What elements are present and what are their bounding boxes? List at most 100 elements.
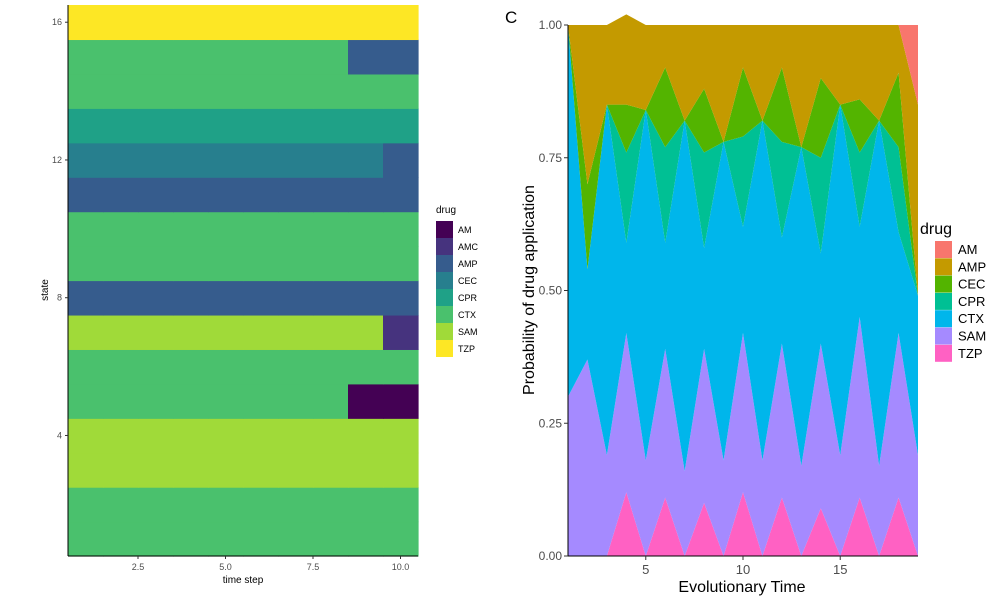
heatmap-cell-s15-t7 [278,39,314,75]
area-series-tzp [568,492,918,556]
heatmap-cell-s2-t5 [208,487,244,523]
heatmap-cell-s16-t8 [313,5,349,41]
heatmap-cell-s16-t9 [348,5,384,41]
heatmap-cell-s3-t10 [383,452,419,488]
heatmap-x-tick-label: 10.0 [392,562,410,572]
heatmap-cell-s10-t1 [68,211,104,247]
area-legend-key-sam [935,327,952,345]
area-y-tick-label: 0.25 [539,416,563,430]
heatmap-cell-s12-t6 [243,142,279,178]
heatmap-cell-s10-t3 [138,211,174,247]
heatmap-legend-key-am [436,221,453,238]
heatmap-cell-s16-t10 [383,5,419,41]
area-x-tick-label: 10 [736,562,750,577]
heatmap-cell-s7-t7 [278,314,314,350]
panel-label: C [505,8,517,27]
heatmap-cell-s10-t9 [348,211,384,247]
heatmap-cell-s15-t10 [383,39,419,75]
heatmap-y-axis-title: state [40,279,51,301]
heatmap-cell-s5-t5 [208,383,244,419]
heatmap-cell-s4-t6 [243,418,279,454]
heatmap-cell-s13-t8 [313,108,349,144]
heatmap-cell-s16-t2 [103,5,139,41]
heatmap-cell-s8-t9 [348,280,384,316]
heatmap-cell-s5-t4 [173,383,209,419]
heatmap-cell-s6-t7 [278,349,314,385]
heatmap-cell-s11-t5 [208,177,244,213]
heatmap-cell-s4-t2 [103,418,139,454]
heatmap-x-tick-label: 7.5 [307,562,320,572]
heatmap-legend: drug AM AMC AMP CEC CPR CTX SAM TZP [436,205,479,357]
heatmap-cell-s8-t5 [208,280,244,316]
heatmap-cell-s14-t7 [278,73,314,109]
heatmap-cell-s8-t3 [138,280,174,316]
area-series-cec [568,25,918,296]
heatmap-cell-s15-t2 [103,39,139,75]
heatmap-cell-s6-t2 [103,349,139,385]
heatmap-cell-s16-t7 [278,5,314,41]
heatmap-cell-s1-t2 [103,521,139,557]
heatmap-cell-s8-t7 [278,280,314,316]
heatmap-cell-s11-t3 [138,177,174,213]
heatmap-cell-s5-t9 [348,383,384,419]
heatmap-cell-s2-t2 [103,487,139,523]
heatmap-legend-label-cpr: CPR [458,293,478,303]
area-series-cpr [568,25,918,296]
heatmap-legend-key-sam [436,323,453,340]
heatmap-cell-s15-t5 [208,39,244,75]
heatmap-cell-s9-t7 [278,246,314,282]
heatmap-cell-s4-t10 [383,418,419,454]
heatmap-cell-s10-t10 [383,211,419,247]
heatmap-cell-s9-t8 [313,246,349,282]
heatmap-cell-s15-t6 [243,39,279,75]
heatmap-cell-s2-t10 [383,487,419,523]
heatmap-cell-s2-t4 [173,487,209,523]
area-legend-label-tzp: TZP [958,346,983,361]
area-legend-label-sam: SAM [958,329,986,344]
area-panel: C 5 10 15 0.00 0.25 0.50 0.75 1.00 Evolutionary… [505,8,986,596]
heatmap-cell-s9-t3 [138,246,174,282]
heatmap-cell-s9-t4 [173,246,209,282]
heatmap-cell-s2-t9 [348,487,384,523]
heatmap-cell-s3-t3 [138,452,174,488]
heatmap-cell-s6-t8 [313,349,349,385]
heatmap-cell-s16-t5 [208,5,244,41]
heatmap-cell-s1-t8 [313,521,349,557]
heatmap-cell-s16-t3 [138,5,174,41]
heatmap-cell-s11-t10 [383,177,419,213]
area-legend-key-cec [935,275,952,293]
heatmap-cell-s3-t5 [208,452,244,488]
heatmap-x-tick-label: 5.0 [219,562,232,572]
heatmap-cell-s11-t6 [243,177,279,213]
heatmap-cell-s6-t9 [348,349,384,385]
heatmap-cell-s2-t8 [313,487,349,523]
heatmap-cell-s8-t4 [173,280,209,316]
heatmap-cell-s13-t10 [383,108,419,144]
heatmap-cell-s1-t1 [68,521,104,557]
heatmap-legend-label-cec: CEC [458,276,478,286]
heatmap-cell-s10-t5 [208,211,244,247]
heatmap-cell-s3-t1 [68,452,104,488]
heatmap-legend-key-amc [436,238,453,255]
heatmap-cell-s11-t7 [278,177,314,213]
heatmap-cell-s14-t3 [138,73,174,109]
heatmap-cell-s13-t5 [208,108,244,144]
heatmap-cell-s16-t6 [243,5,279,41]
heatmap-cell-s2-t7 [278,487,314,523]
heatmap-cell-s12-t9 [348,142,384,178]
area-y-tick-label: 1.00 [539,18,563,32]
heatmap-cell-s13-t3 [138,108,174,144]
area-series-sam [568,317,918,556]
heatmap-cell-s9-t5 [208,246,244,282]
heatmap-cell-s13-t2 [103,108,139,144]
area-legend-key-cpr [935,292,952,310]
heatmap-panel: 2.5 5.0 7.5 10.0 4 8 12 16 time step state drug… [40,5,479,586]
area-legend-title: drug [920,221,952,238]
heatmap-cell-s12-t8 [313,142,349,178]
area-series-amp [568,14,918,296]
heatmap-cell-s8-t1 [68,280,104,316]
heatmap-cell-s5-t3 [138,383,174,419]
heatmap-cell-s11-t8 [313,177,349,213]
heatmap-cell-s12-t3 [138,142,174,178]
